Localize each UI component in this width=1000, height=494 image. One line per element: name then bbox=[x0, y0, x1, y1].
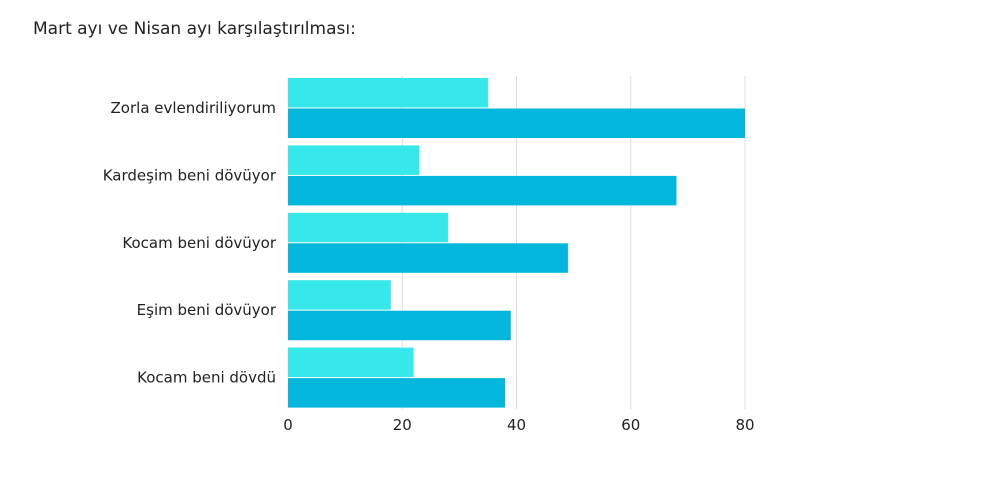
x-tick-label: 80 bbox=[735, 416, 754, 434]
bar-series-2-4 bbox=[288, 310, 511, 341]
bar-series-2-2 bbox=[288, 175, 677, 206]
category-label: Kocam beni dövdü bbox=[137, 369, 276, 387]
bar-series-1-5 bbox=[288, 347, 414, 378]
bars bbox=[288, 78, 745, 408]
bar-series-1-3 bbox=[288, 212, 448, 243]
bar-series-1-1 bbox=[288, 78, 488, 108]
bar-series-2-5 bbox=[288, 378, 506, 408]
x-tick-label: 40 bbox=[507, 416, 526, 434]
bar-series-2-3 bbox=[288, 243, 568, 273]
bar-series-1-4 bbox=[288, 280, 391, 310]
category-label: Kardeşim beni dövüyor bbox=[103, 166, 277, 184]
chart-title: Mart ayı ve Nisan ayı karşılaştırılması: bbox=[33, 19, 356, 39]
x-tick-label: 20 bbox=[393, 416, 412, 434]
bar-series-2-1 bbox=[288, 108, 745, 138]
category-label: Kocam beni dövüyor bbox=[122, 234, 276, 252]
x-axis-ticks: 0 20 40 60 80 bbox=[283, 416, 754, 434]
x-tick-label: 0 bbox=[283, 416, 293, 434]
bar-series-1-2 bbox=[288, 145, 420, 175]
category-label: Zorla evlendiriliyorum bbox=[111, 99, 276, 117]
x-tick-label: 60 bbox=[621, 416, 640, 434]
category-label: Eşim beni dövüyor bbox=[137, 301, 277, 319]
category-labels: Zorla evlendiriliyorum Kardeşim beni dövü… bbox=[103, 99, 277, 387]
